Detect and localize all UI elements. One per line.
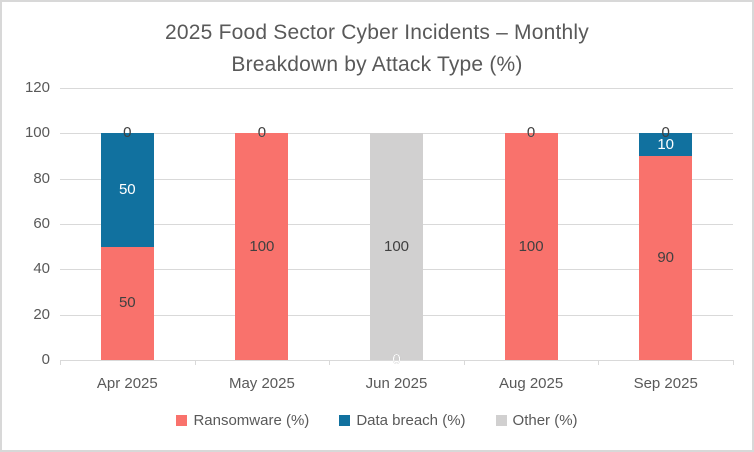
bar-segment-ransomware[interactable] [235, 133, 289, 360]
legend-item[interactable]: Data breach (%) [339, 412, 466, 429]
x-tick-label: Apr 2025 [96, 375, 158, 392]
bar-segment-data-breach[interactable] [639, 133, 693, 156]
gridline [60, 360, 733, 361]
bar-segment-ransomware[interactable] [639, 156, 693, 360]
legend-label: Other (%) [512, 412, 578, 429]
chart-title-line-2: Breakdown by Attack Type (%) [231, 53, 523, 76]
gridline [60, 88, 733, 89]
y-tick-label: 0 [41, 351, 50, 368]
x-tick-label: May 2025 [228, 375, 295, 392]
y-tick-label: 100 [24, 124, 50, 142]
x-axis-tick [733, 360, 734, 365]
x-axis-tick [60, 360, 61, 365]
y-tick-label: 40 [33, 260, 50, 278]
bar-segment-ransomware[interactable] [504, 133, 558, 360]
bar-segment-ransomware[interactable] [100, 246, 154, 360]
bar-segment-data-breach[interactable] [100, 133, 154, 247]
y-tick-label: 20 [33, 305, 50, 323]
x-axis-tick [598, 360, 600, 365]
chart-title-line-1: 2025 Food Sector Cyber Incidents – Month… [165, 21, 589, 44]
legend-item[interactable]: Other (%) [495, 412, 578, 429]
legend-label: Data breach (%) [356, 412, 466, 429]
chart-title: 2025 Food Sector Cyber Incidents – Month… [2, 17, 752, 81]
y-tick-label: 60 [33, 215, 50, 232]
x-axis-tick [463, 360, 465, 365]
legend-swatch-icon [495, 415, 507, 426]
legend-label: Ransomware (%) [193, 412, 310, 429]
bar-segment-other[interactable] [370, 133, 423, 360]
legend-swatch-icon [339, 415, 351, 426]
legend-swatch-icon [176, 415, 188, 426]
y-tick-label: 120 [24, 79, 50, 96]
x-axis-tick [329, 360, 331, 365]
x-tick-label: Aug 2025 [498, 375, 564, 392]
y-tick-label: 80 [33, 169, 50, 187]
legend-item[interactable]: Ransomware (%) [176, 412, 309, 429]
x-tick-label: Sep 2025 [633, 375, 698, 392]
x-axis-tick [194, 360, 196, 365]
x-tick-label: Jun 2025 [365, 375, 428, 392]
legend: Ransomware (%) Data breach (%) Other (%) [2, 412, 752, 429]
